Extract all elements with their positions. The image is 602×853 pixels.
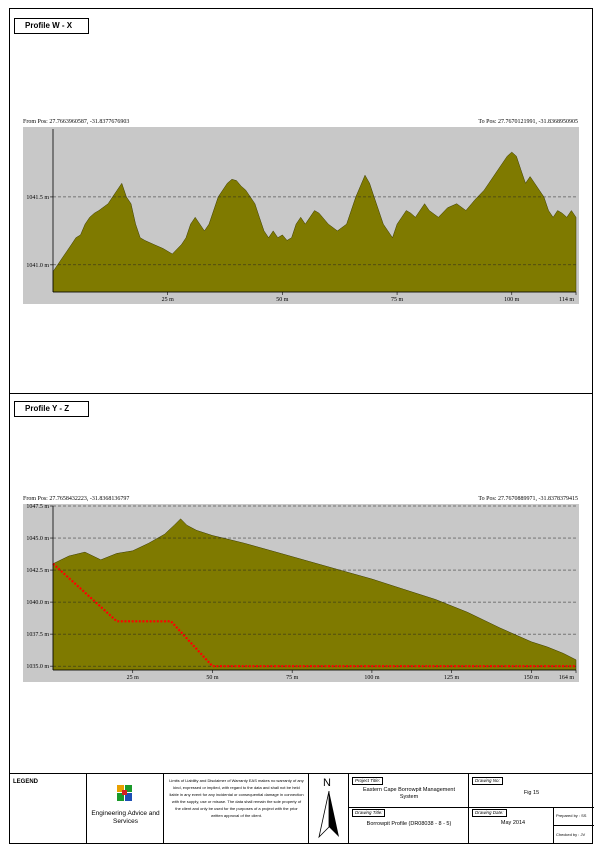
- y-tick-label: 1045.0 m: [26, 536, 49, 542]
- drawing-no: Fig 15: [523, 790, 540, 796]
- y-tick-label: 1042.5 m: [26, 568, 49, 574]
- drawing-info-block: Drawing No: Fig 15 Drawing Date: May 201…: [468, 773, 594, 844]
- north-arrow-block: N: [308, 773, 348, 844]
- y-tick-label: 1037.5 m: [26, 632, 49, 638]
- page-frame: [9, 8, 593, 844]
- y-tick-label: 1041.0 m: [26, 263, 49, 269]
- x-tick-label: 164 m: [559, 675, 575, 681]
- drawing-date-label: Drawing Date:: [472, 809, 507, 817]
- drawing-date: May 2014: [500, 820, 526, 826]
- y-tick-label: 1040.0 m: [26, 600, 49, 606]
- checked-by: Checked by : JV: [556, 832, 586, 837]
- profile-2-from-pos: From Pos: 27.7658432223, -31.8368136797: [23, 496, 130, 502]
- north-label: N: [323, 777, 331, 789]
- drawing-no-label: Drawing No:: [472, 777, 503, 785]
- x-tick-label: 50 m: [206, 675, 219, 681]
- x-tick-label: 114 m: [559, 297, 574, 303]
- profile-2-to-pos: To Pos: 27.7670889971, -31.8378379415: [478, 496, 578, 502]
- x-tick-label: 150 m: [524, 675, 540, 681]
- disclaimer-text: Limits of Liability and Disclaimer of Wa…: [169, 778, 304, 818]
- project-title: Eastern Cape Borrowpit Management System: [362, 787, 456, 800]
- profile-2-chart: 1035.0 m 1037.5 m 1040.0 m 1042.5 m 1045.0 m…: [23, 504, 579, 682]
- company-name: Engineering Advice and Services: [91, 810, 160, 825]
- drawing-title: Borrowpit Profile (DR08038 - 8 - 5): [366, 821, 452, 827]
- x-tick-label: 125 m: [444, 675, 460, 681]
- y-tick-label: 1035.0 m: [26, 664, 49, 670]
- north-arrow-icon: [318, 791, 339, 839]
- x-tick-label: 75 m: [391, 297, 404, 303]
- terrain-area: [52, 518, 577, 671]
- company-block: Engineering Advice and Services: [86, 773, 163, 844]
- profile-1-title: Profile W - X: [14, 18, 89, 34]
- x-tick-label: 25 m: [162, 297, 175, 303]
- terrain-area: [52, 151, 577, 293]
- x-tick-label: 25 m: [127, 675, 140, 681]
- company-logo: [117, 785, 132, 801]
- legend-heading: LEGEND: [13, 779, 39, 785]
- project-title-label: Project Title:: [352, 777, 383, 785]
- prepared-by: Prepared by : SS: [556, 813, 587, 818]
- disclaimer-block: Limits of Liability and Disclaimer of Wa…: [163, 773, 308, 844]
- profile-1-chart: 1041.0 m 1041.5 m 25 m 50 m 75 m 100 m 114 m: [23, 127, 579, 304]
- drawing-title-label: Drawing Title:: [352, 809, 386, 817]
- profile-1-from-pos: From Pos: 27.7663960587, -31.8377676903: [23, 119, 130, 125]
- y-tick-label: 1047.5 m: [26, 504, 49, 510]
- project-info-block: Project Title: Eastern Cape Borrowpit Ma…: [348, 773, 469, 844]
- y-tick-label: 1041.5 m: [26, 195, 49, 201]
- x-tick-label: 50 m: [276, 297, 289, 303]
- profile-2-title: Profile Y - Z: [14, 401, 89, 417]
- x-tick-label: 75 m: [286, 675, 299, 681]
- profile-1-to-pos: To Pos: 27.7670121991, -31.8368950905: [478, 119, 578, 125]
- x-tick-label: 100 m: [504, 297, 520, 303]
- section-divider: [9, 393, 593, 394]
- legend-divider: [9, 773, 593, 774]
- x-tick-label: 100 m: [364, 675, 380, 681]
